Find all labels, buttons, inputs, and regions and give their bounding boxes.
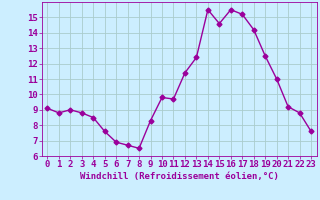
X-axis label: Windchill (Refroidissement éolien,°C): Windchill (Refroidissement éolien,°C) — [80, 172, 279, 181]
